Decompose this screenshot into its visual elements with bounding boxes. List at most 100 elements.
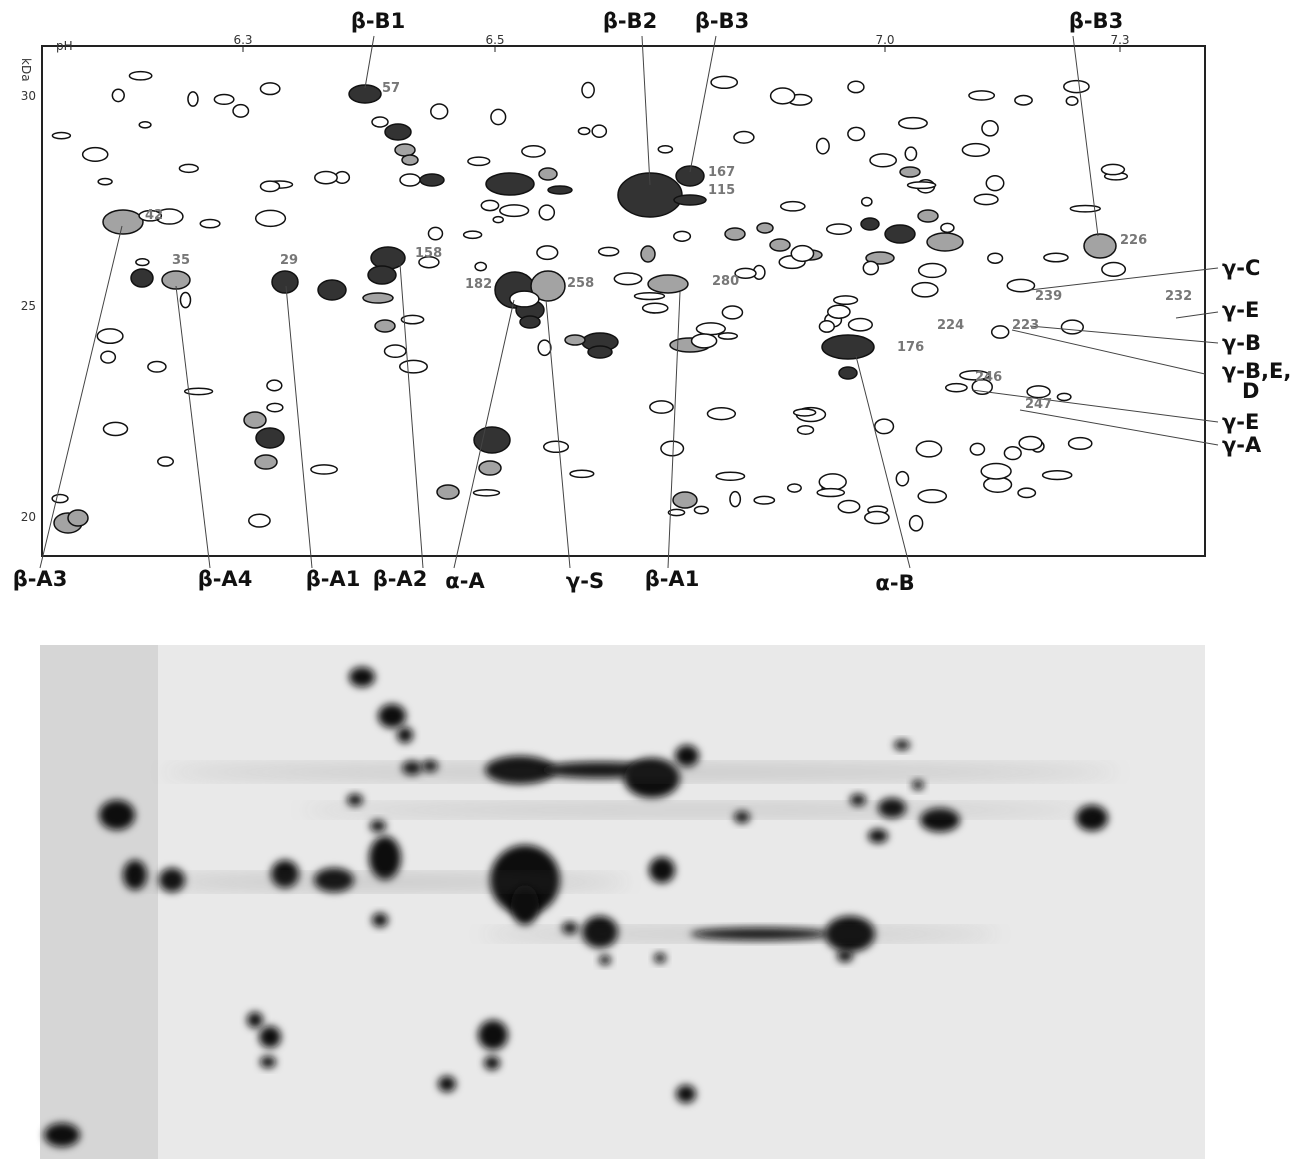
protein-spot: [255, 427, 285, 449]
protein-spot: [128, 70, 153, 81]
gel-spot: [912, 780, 924, 790]
protein-spot: [706, 407, 737, 421]
spot-number: 247: [1025, 397, 1052, 412]
protein-spot: [97, 177, 113, 186]
protein-spot: [695, 322, 726, 336]
protein-spot: [1043, 252, 1069, 263]
protein-spot: [729, 490, 742, 508]
y-axis-label: kDa: [19, 58, 33, 82]
protein-spot: [467, 156, 491, 167]
protein-spot: [1083, 233, 1117, 259]
protein-spot: [81, 146, 109, 162]
protein-spot: [259, 180, 281, 193]
protein-spot: [864, 510, 890, 525]
protein-spot: [895, 470, 910, 487]
x-tick-label: 7.3: [1110, 33, 1129, 47]
x-tick-label: 6.3: [233, 33, 252, 47]
protein-spot: [199, 218, 221, 229]
protein-label: β-B3: [1069, 9, 1123, 33]
protein-spot: [968, 90, 996, 101]
protein-spot: [860, 217, 880, 231]
protein-spot: [547, 185, 573, 195]
leader-line: [1072, 35, 1099, 237]
protein-spot: [815, 137, 830, 155]
protein-label: β-B3: [695, 9, 749, 33]
gel-spot: [44, 1123, 80, 1147]
gel-spot: [894, 740, 910, 750]
protein-spot: [597, 246, 620, 257]
protein-spot: [792, 408, 817, 417]
protein-label: D: [1242, 379, 1259, 403]
protein-spot: [647, 274, 689, 294]
protein-spot: [693, 505, 710, 515]
protein-spot: [838, 366, 858, 380]
protein-spot: [660, 440, 685, 457]
gel-spot: [654, 953, 666, 963]
protein-spot: [717, 332, 739, 340]
protein-spot: [917, 488, 948, 504]
protein-spot: [384, 123, 412, 141]
protein-spot: [753, 495, 776, 505]
gel-spot: [850, 794, 866, 806]
protein-spot: [769, 87, 796, 105]
leader-line: [1029, 267, 1219, 291]
gel-streak: [480, 929, 1000, 939]
spot-number: 167: [708, 165, 735, 180]
protein-spot: [1041, 469, 1073, 481]
protein-spot: [266, 379, 283, 392]
protein-label: β-A2: [373, 567, 428, 591]
protein-spot: [419, 173, 445, 187]
protein-spot: [232, 103, 250, 118]
leader-line: [855, 355, 911, 569]
protein-spot: [473, 426, 511, 454]
protein-spot: [816, 487, 846, 498]
protein-spot: [478, 460, 502, 476]
spot-number: 158: [415, 246, 442, 261]
protein-spot: [1063, 79, 1090, 94]
protein-spot: [383, 344, 407, 359]
protein-spot: [837, 499, 861, 514]
protein-spot: [371, 116, 389, 128]
protein-spot: [1026, 385, 1051, 399]
protein-spot: [521, 145, 546, 158]
protein-spot: [973, 193, 999, 206]
spot-number: 239: [1035, 289, 1062, 304]
spot-number: 246: [975, 370, 1002, 385]
protein-spot: [1014, 94, 1033, 106]
gel-spot: [247, 1012, 263, 1028]
protein-spot: [1003, 445, 1022, 461]
protein-spot: [317, 279, 347, 301]
protein-spot: [51, 131, 72, 140]
leader-line: [641, 35, 651, 186]
leader-line: [1029, 325, 1219, 344]
spot-number: 223: [1012, 318, 1039, 333]
gel-background: [40, 645, 1205, 1159]
protein-spot: [135, 257, 150, 267]
protein-label: α-B: [875, 571, 914, 595]
spot-number: 35: [172, 253, 190, 268]
protein-spot: [587, 345, 613, 359]
protein-spot: [640, 245, 656, 263]
protein-spot: [959, 370, 991, 381]
protein-spot: [102, 421, 129, 437]
protein-spot: [1101, 261, 1127, 278]
leader-line: [175, 285, 211, 569]
leader-line: [689, 35, 717, 173]
protein-spot: [944, 382, 968, 393]
leader-line: [453, 299, 515, 569]
spot-number: 182: [465, 277, 492, 292]
protein-spot: [102, 209, 144, 235]
spot-number: 115: [708, 183, 735, 198]
protein-spot: [825, 223, 852, 235]
protein-spot: [538, 204, 556, 221]
protein-spot: [917, 209, 939, 223]
leader-line: [364, 35, 375, 89]
gel-streak: [130, 876, 630, 888]
protein-spot: [796, 424, 815, 435]
spot-number: 176: [897, 340, 924, 355]
protein-spot: [1017, 487, 1037, 499]
protein-spot: [721, 305, 744, 320]
protein-spot: [990, 325, 1010, 339]
gel-spot: [99, 800, 135, 830]
